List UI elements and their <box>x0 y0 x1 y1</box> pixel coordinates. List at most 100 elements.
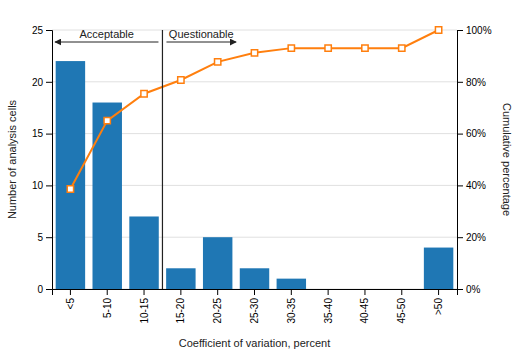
marks <box>56 27 454 289</box>
plot: AcceptableQuestionable <5 5-10 10-15 15-20 20… <box>6 25 513 349</box>
tick: 60% <box>457 128 486 139</box>
y2-axis: 0% 20% 40% 60% 80% 100% <box>457 25 492 295</box>
tick: 15 <box>32 128 52 139</box>
tick: 25 <box>32 25 52 36</box>
bar <box>240 268 269 289</box>
tick-label: 15 <box>32 128 44 139</box>
tick: 40% <box>457 180 486 191</box>
tick-label: 0% <box>466 284 481 295</box>
tick-mark <box>457 289 463 290</box>
tick-mark <box>217 289 218 295</box>
chart: AcceptableQuestionable <5 5-10 10-15 15-20 20… <box>0 0 515 355</box>
tick: 25-30 <box>249 289 260 324</box>
tick-label: 60% <box>466 128 486 139</box>
tick-mark <box>46 237 52 238</box>
tick-mark <box>46 185 52 186</box>
y-axis-title: Number of analysis cells <box>6 99 18 219</box>
axis-line <box>53 290 458 296</box>
tick: 0% <box>457 284 481 295</box>
tick-mark <box>46 30 52 31</box>
tick-label: 5 <box>37 232 43 243</box>
tick: >50 <box>433 289 444 315</box>
marker <box>104 117 110 123</box>
threshold-line <box>162 30 163 289</box>
tick-mark <box>364 289 365 295</box>
tick-label: 20 <box>32 77 44 88</box>
bar <box>129 216 158 289</box>
line <box>70 30 438 189</box>
x-axis: <5 5-10 10-15 15-20 20-25 25-30 30-35 35-40 40-4… <box>53 289 458 324</box>
tick-mark <box>107 289 108 295</box>
tick: 5 <box>37 232 52 243</box>
marker <box>67 186 73 192</box>
tick: 15-20 <box>175 289 186 324</box>
tick-label: 45-50 <box>396 298 407 324</box>
tick-mark <box>457 82 463 83</box>
threshold-group: AcceptableQuestionable <box>55 28 236 289</box>
marker <box>399 45 405 51</box>
x-axis-title: Coefficient of variation, percent <box>179 337 330 349</box>
tick-label: 80% <box>466 77 486 88</box>
tick-label: 10-15 <box>139 298 150 324</box>
arrow <box>55 42 158 43</box>
marker <box>251 50 257 56</box>
tick-label: 20-25 <box>212 298 223 324</box>
marker <box>362 45 368 51</box>
tick-label: 0 <box>37 284 43 295</box>
grid-line <box>52 81 457 82</box>
axis-line <box>458 31 464 290</box>
bar <box>56 61 85 289</box>
marker <box>141 91 147 97</box>
marker <box>178 77 184 83</box>
tick-label: 40% <box>466 180 486 191</box>
tick: 10 <box>32 180 52 191</box>
tick-mark <box>70 289 71 295</box>
tick-label: <5 <box>65 298 76 310</box>
tick-mark <box>291 289 292 295</box>
tick-label: 5-10 <box>102 298 113 318</box>
tick: 20-25 <box>212 289 223 324</box>
tick-mark <box>46 289 52 290</box>
tick-mark <box>457 30 463 31</box>
tick-mark <box>254 289 255 295</box>
tick-label: 25 <box>32 25 44 36</box>
tick: 100% <box>457 25 492 36</box>
y2-axis-title: Cumulative percentage <box>501 103 513 216</box>
tick-mark <box>457 185 463 186</box>
tick-label: 40-45 <box>359 298 370 324</box>
arrow <box>166 42 236 43</box>
tick-label: 25-30 <box>249 298 260 324</box>
tick: 0 <box>37 284 52 295</box>
grid <box>52 30 457 289</box>
tick-label: 20% <box>466 232 486 243</box>
bar <box>424 248 453 289</box>
tick: 80% <box>457 77 486 88</box>
bar <box>93 103 122 289</box>
tick-mark <box>401 289 402 295</box>
tick: 30-35 <box>286 289 297 324</box>
tick-label: 100% <box>466 25 492 36</box>
tick: <5 <box>65 289 76 309</box>
marker <box>215 59 221 65</box>
marker <box>435 27 441 33</box>
tick-mark <box>46 134 52 135</box>
tick-mark <box>457 237 463 238</box>
bar <box>166 268 195 289</box>
bar <box>277 279 306 289</box>
tick-label: 35-40 <box>323 298 334 324</box>
tick: 20% <box>457 232 486 243</box>
tick: 10-15 <box>139 289 150 324</box>
tick-mark <box>438 289 439 295</box>
bar-series <box>56 61 454 289</box>
y-axis: 0 5 10 15 20 25 <box>32 25 53 295</box>
tick: 45-50 <box>396 289 407 324</box>
line-series <box>67 27 442 192</box>
tick-label: >50 <box>433 298 444 315</box>
bar <box>203 237 232 289</box>
tick-label: 30-35 <box>286 298 297 324</box>
annotation: Acceptable <box>80 28 134 40</box>
tick: 20 <box>32 77 52 88</box>
tick-label: 15-20 <box>175 298 186 324</box>
tick-mark <box>46 82 52 83</box>
tick-mark <box>180 289 181 295</box>
